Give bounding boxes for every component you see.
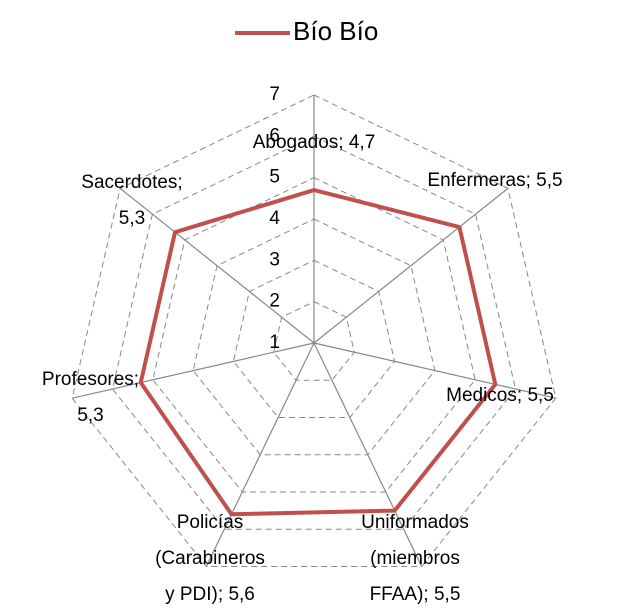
- legend-label: Bío Bío: [293, 16, 378, 46]
- value-label: 4,7: [348, 132, 376, 153]
- y-tick-label: 7: [269, 84, 280, 105]
- y-tick-label: 2: [269, 291, 280, 312]
- spoke: [205, 342, 315, 567]
- data-label: Enfermeras; 5,5: [405, 163, 585, 199]
- data-label: Profesores; 5,3: [33, 362, 148, 434]
- y-tick-label: 1: [269, 332, 280, 353]
- category-label: Medicos;: [446, 385, 523, 406]
- data-label: Abogados; 4,7: [204, 125, 424, 161]
- grid-ring: [71, 94, 557, 567]
- spoke: [313, 342, 556, 399]
- spoke: [119, 187, 315, 344]
- value-label: 5,5: [536, 170, 563, 191]
- value-label: 5,3: [77, 405, 104, 426]
- category-label: Sacerdotes;: [81, 172, 183, 193]
- y-tick-label: 4: [269, 208, 280, 229]
- category-label: Abogados;: [252, 132, 344, 153]
- grid-ring: [273, 301, 355, 381]
- grid-ring: [152, 177, 476, 493]
- series-line: [138, 188, 498, 517]
- category-label: Policías (Carabineros y PDI);: [155, 512, 265, 605]
- data-label: Medicos; 5,5: [375, 378, 625, 414]
- value-label: 5,6: [228, 584, 255, 605]
- category-label: Uniformados (miembros FFAA);: [361, 512, 469, 605]
- value-label: 5,5: [433, 584, 461, 605]
- data-label: Policías (Carabineros y PDI); 5,6: [149, 505, 271, 613]
- y-tick-label: 3: [269, 249, 280, 270]
- grid-ring: [192, 218, 436, 456]
- category-label: Enfermeras;: [427, 170, 531, 191]
- grid-ring: [232, 259, 396, 418]
- data-label: Uniformados (miembros FFAA); 5,5: [345, 505, 485, 613]
- value-label: 5,3: [118, 208, 146, 229]
- category-label: Profesores;: [41, 369, 140, 390]
- data-label: Sacerdotes; 5,3: [72, 165, 192, 237]
- spoke: [72, 342, 315, 399]
- spoke: [313, 187, 509, 344]
- value-label: 5,5: [527, 385, 554, 406]
- spoke: [313, 342, 423, 567]
- y-tick-label: 6: [269, 125, 280, 146]
- y-tick-label: 5: [269, 167, 280, 188]
